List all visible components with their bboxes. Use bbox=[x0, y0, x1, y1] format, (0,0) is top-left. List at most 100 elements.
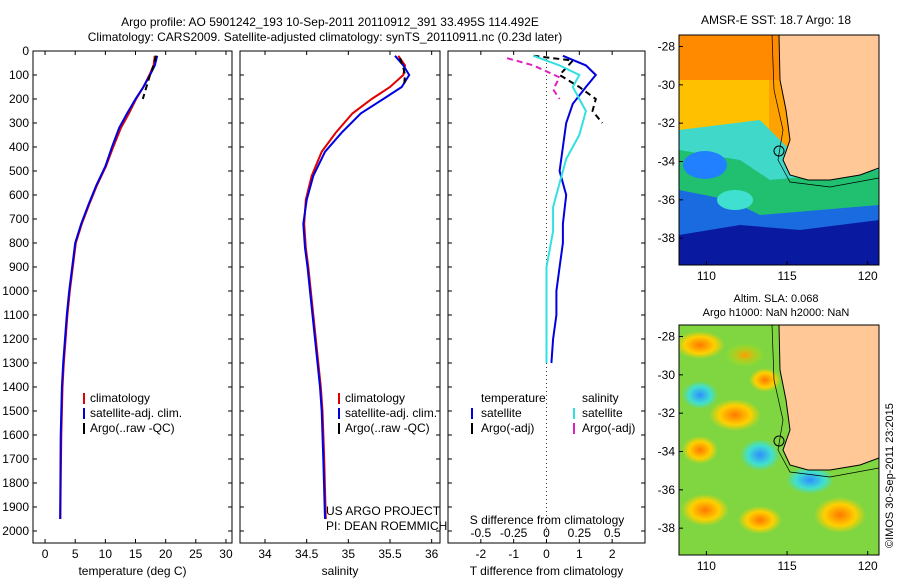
y-tick-label: 1600 bbox=[2, 428, 29, 442]
x2-tick-label: -0.5 bbox=[470, 526, 491, 540]
y-tick-label: 900 bbox=[9, 260, 29, 274]
x-tick-label: -2 bbox=[475, 547, 486, 561]
legend-argo: Argo(..raw -QC) bbox=[345, 421, 430, 435]
legend-climatology: climatology bbox=[90, 391, 150, 405]
salinity-legend: climatology satellite-adj. clim. Argo(..… bbox=[338, 391, 437, 435]
y-tick-label: 1400 bbox=[2, 380, 29, 394]
y-tick-label: 1100 bbox=[3, 308, 29, 322]
series-line-satellite bbox=[533, 54, 587, 363]
y-tick-label: 100 bbox=[9, 68, 29, 82]
s-difference-label: S difference from climatology bbox=[470, 513, 625, 527]
y-tick-label: 1700 bbox=[2, 452, 29, 466]
plot-frame bbox=[239, 50, 441, 544]
difference-legend: temperature satellite Argo(-adj) salinit… bbox=[471, 391, 635, 435]
x-tick-label: -1 bbox=[508, 547, 519, 561]
x-tick-label: 34.5 bbox=[295, 547, 319, 561]
x2-tick-label: -0.25 bbox=[500, 526, 528, 540]
x-tick-label: 0 bbox=[42, 547, 49, 561]
series-line-argo-adj- bbox=[533, 54, 604, 124]
y-tick-label: 1300 bbox=[2, 356, 29, 370]
series-line-argo-raw-qc- bbox=[141, 55, 157, 100]
temperature-legend: climatology satellite-adj. clim. Argo(..… bbox=[83, 391, 182, 435]
legend-climatology: climatology bbox=[345, 391, 405, 405]
legend-s-argo: Argo(-adj) bbox=[582, 421, 635, 435]
map-y-tick-label: -28 bbox=[658, 330, 676, 344]
sla-map bbox=[679, 325, 879, 555]
x-axis-label: T difference from climatology bbox=[470, 564, 624, 578]
x-tick-label: 0 bbox=[543, 547, 550, 561]
y-tick-label: 1500 bbox=[2, 404, 29, 418]
map-y-tick-label: -38 bbox=[658, 521, 676, 535]
y-tick-label: 300 bbox=[9, 116, 29, 130]
x-tick-label: 5 bbox=[72, 547, 79, 561]
legend-t-argo: Argo(-adj) bbox=[481, 421, 534, 435]
y-tick-label: 400 bbox=[9, 140, 29, 154]
y-tick-label: 800 bbox=[9, 236, 29, 250]
x-tick-label: 20 bbox=[159, 547, 173, 561]
y-tick-label: 700 bbox=[9, 212, 29, 226]
map-x-tick-label: 120 bbox=[858, 559, 878, 573]
map-y-tick-label: -34 bbox=[658, 155, 676, 169]
series-line-argo-adj- bbox=[506, 57, 561, 100]
x-tick-label: 25 bbox=[189, 547, 203, 561]
map-y-tick-label: -32 bbox=[658, 116, 676, 130]
x2-tick-label: 0 bbox=[543, 526, 550, 540]
legend-s-satellite: satellite bbox=[582, 406, 623, 420]
x-tick-label: 15 bbox=[129, 547, 143, 561]
series-line-satellite bbox=[550, 54, 598, 364]
sst-map bbox=[679, 35, 879, 265]
y-tick-label: 1200 bbox=[2, 332, 29, 346]
x-tick-label: 2 bbox=[609, 547, 616, 561]
series-line-argo-raw-qc- bbox=[399, 57, 407, 85]
sst-map-title: AMSR-E SST: 18.7 Argo: 18 bbox=[701, 13, 851, 27]
plot-frame bbox=[32, 50, 233, 544]
legend-temperature-title: temperature bbox=[481, 391, 546, 405]
map-x-tick-label: 120 bbox=[858, 269, 878, 283]
map-y-tick-label: -28 bbox=[658, 40, 676, 54]
map-x-tick-label: 110 bbox=[697, 559, 716, 573]
sla-map-title-2: Argo h1000: NaN h2000: NaN bbox=[703, 307, 850, 319]
y-tick-label: 2000 bbox=[2, 524, 29, 538]
map-y-tick-label: -36 bbox=[658, 193, 676, 207]
x2-tick-label: 0.5 bbox=[604, 526, 621, 540]
y-tick-label: 200 bbox=[9, 92, 29, 106]
x-tick-label: 35 bbox=[342, 547, 356, 561]
map-x-tick-label: 110 bbox=[697, 269, 716, 283]
legend-salinity-title: salinity bbox=[582, 391, 619, 405]
y-tick-label: 1900 bbox=[2, 500, 29, 514]
legend-satellite: satellite-adj. clim. bbox=[90, 406, 182, 420]
map-y-tick-label: -34 bbox=[658, 445, 676, 459]
map-y-tick-label: -30 bbox=[658, 78, 676, 92]
x-tick-label: 1 bbox=[576, 547, 583, 561]
map-x-tick-label: 115 bbox=[777, 269, 796, 283]
map-axes: 110 115 120 -28 -30 -32 -34 -36 -38 110 115 120 -28 -… bbox=[658, 40, 878, 574]
x-tick-label: 10 bbox=[99, 547, 113, 561]
title-line-2: Climatology: CARS2009. Satellite-adjuste… bbox=[88, 30, 562, 44]
x2-tick-label: 0.25 bbox=[568, 526, 592, 540]
legend-t-satellite: satellite bbox=[481, 406, 522, 420]
title-line-1: Argo profile: AO 5901242_193 10-Sep-2011… bbox=[121, 15, 539, 29]
y-tick-label: 1000 bbox=[2, 284, 29, 298]
x-axis-label: temperature (deg C) bbox=[78, 564, 186, 578]
series-line-satellite-adj-clim- bbox=[59, 55, 159, 520]
y-tick-label: 500 bbox=[9, 164, 29, 178]
pi-credit: PI: DEAN ROEMMICH bbox=[326, 519, 447, 533]
project-credit: US ARGO PROJECT bbox=[326, 504, 441, 518]
y-tick-label: 1800 bbox=[2, 476, 29, 490]
legend-satellite: satellite-adj. clim. bbox=[345, 406, 437, 420]
x-axis-label: salinity bbox=[322, 564, 359, 578]
y-tick-label: 0 bbox=[22, 44, 29, 58]
imos-credit: ©IMOS 30-Sep-2011 23:2015 bbox=[884, 403, 896, 548]
x-tick-label: 34 bbox=[258, 547, 272, 561]
legend-argo: Argo(..raw -QC) bbox=[90, 421, 175, 435]
map-y-tick-label: -38 bbox=[658, 231, 676, 245]
map-x-tick-label: 115 bbox=[777, 559, 796, 573]
difference-panel: -2 -1 0 1 2 T difference from climatology -0.5… bbox=[447, 50, 646, 578]
temperature-panel: 0100200300400500600700800900100011001200… bbox=[2, 44, 233, 578]
series-line-satellite-adj-clim- bbox=[302, 55, 411, 520]
y-tick-label: 600 bbox=[9, 188, 29, 202]
x-tick-label: 35.5 bbox=[378, 547, 402, 561]
x-tick-label: 30 bbox=[219, 547, 233, 561]
map-y-tick-label: -30 bbox=[658, 368, 676, 382]
